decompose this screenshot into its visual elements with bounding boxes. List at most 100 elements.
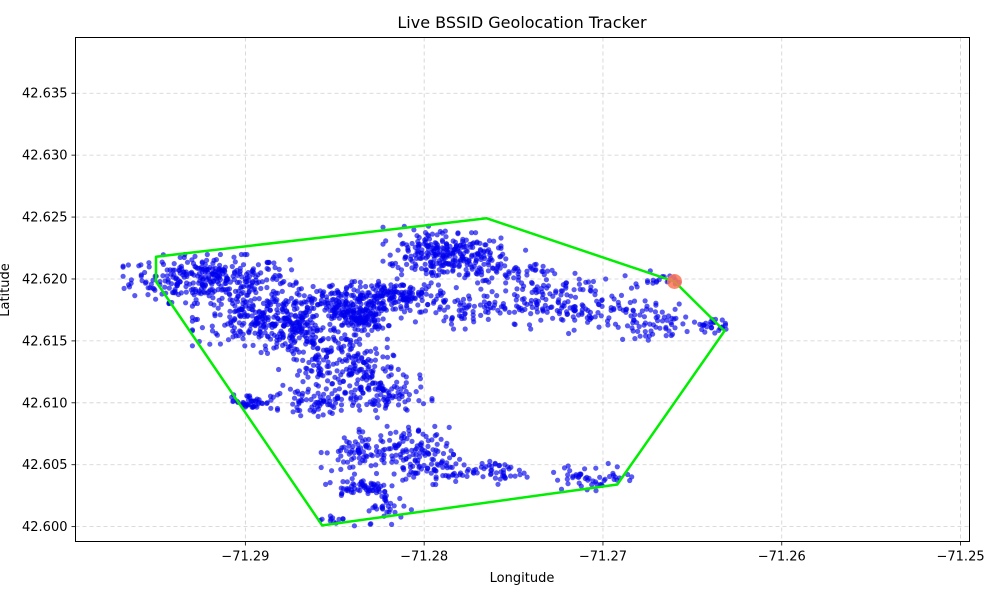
- data-point: [371, 301, 377, 307]
- data-point: [605, 460, 611, 467]
- data-point: [408, 256, 414, 262]
- data-point: [403, 380, 409, 386]
- data-point: [298, 286, 304, 292]
- data-point: [420, 431, 426, 437]
- data-point: [318, 327, 324, 333]
- data-point: [411, 227, 417, 233]
- data-point: [372, 324, 378, 330]
- data-point: [566, 330, 572, 337]
- data-point: [540, 263, 546, 269]
- data-point: [464, 259, 470, 265]
- data-point: [359, 366, 365, 372]
- data-point: [338, 335, 344, 342]
- data-point: [217, 341, 223, 347]
- data-point: [356, 426, 362, 432]
- data-point: [555, 299, 561, 305]
- data-point: [434, 246, 441, 252]
- data-point: [393, 452, 399, 458]
- data-point: [340, 479, 346, 485]
- data-point: [403, 406, 409, 412]
- data-point: [196, 271, 202, 277]
- x-ticks: −71.29 −71.28 −71.27 −71.26 −71.25: [221, 541, 985, 565]
- data-point: [313, 381, 319, 388]
- data-point: [586, 475, 592, 481]
- data-point: [434, 432, 440, 438]
- data-point: [178, 290, 184, 296]
- data-point: [284, 308, 290, 314]
- data-point: [422, 448, 428, 454]
- data-point: [585, 279, 592, 285]
- data-point: [331, 315, 337, 321]
- data-point: [420, 401, 427, 407]
- data-point: [425, 465, 431, 472]
- data-point: [498, 235, 504, 241]
- data-point: [582, 466, 588, 472]
- data-point: [143, 279, 149, 285]
- data-point: [542, 302, 548, 308]
- data-point: [631, 317, 637, 323]
- data-point: [642, 329, 648, 335]
- data-point: [460, 296, 467, 302]
- data-point: [225, 337, 232, 343]
- data-point: [412, 261, 418, 267]
- data-point: [351, 332, 357, 338]
- data-point: [615, 324, 621, 330]
- data-point: [353, 310, 359, 316]
- data-point: [357, 336, 363, 342]
- data-point: [502, 305, 508, 311]
- data-point: [324, 297, 330, 303]
- data-point: [391, 442, 398, 448]
- data-point: [138, 262, 144, 268]
- data-point: [378, 437, 384, 443]
- data-point: [279, 280, 285, 286]
- data-point: [296, 349, 302, 355]
- data-point: [524, 268, 530, 274]
- data-point: [523, 247, 529, 253]
- data-point: [240, 399, 246, 406]
- data-point: [260, 310, 266, 316]
- data-point: [374, 292, 380, 298]
- data-point: [366, 436, 372, 442]
- data-point: [384, 423, 390, 429]
- data-point: [274, 341, 280, 347]
- data-point: [215, 305, 221, 311]
- data-point: [423, 255, 429, 261]
- data-point: [191, 292, 197, 298]
- data-point: [128, 280, 134, 286]
- data-point: [485, 268, 491, 274]
- data-point: [293, 279, 299, 285]
- data-point: [380, 354, 386, 360]
- data-point: [334, 368, 340, 374]
- data-point: [524, 474, 530, 480]
- data-point: [389, 301, 395, 308]
- data-point: [306, 359, 312, 366]
- data-point: [320, 347, 327, 353]
- data-point: [461, 251, 467, 257]
- data-point: [273, 290, 279, 296]
- data-point: [365, 332, 371, 338]
- data-point: [500, 251, 506, 257]
- data-point: [641, 322, 647, 328]
- data-point: [397, 232, 403, 238]
- data-point: [485, 316, 491, 322]
- data-point: [394, 379, 400, 385]
- data-point: [145, 292, 151, 298]
- data-point: [274, 407, 281, 413]
- data-point: [388, 372, 394, 378]
- data-point: [572, 317, 578, 323]
- data-point: [291, 300, 297, 306]
- data-point: [441, 318, 447, 324]
- data-point: [357, 284, 363, 290]
- data-point: [457, 472, 463, 478]
- data-point: [349, 476, 355, 482]
- data-point: [406, 454, 412, 460]
- data-point: [351, 482, 357, 488]
- data-point: [353, 315, 360, 321]
- data-point: [318, 464, 324, 471]
- data-point: [120, 273, 126, 279]
- data-point: [303, 341, 309, 347]
- data-point: [341, 435, 347, 441]
- data-point: [610, 470, 616, 476]
- data-point: [457, 456, 463, 462]
- data-point: [559, 305, 565, 311]
